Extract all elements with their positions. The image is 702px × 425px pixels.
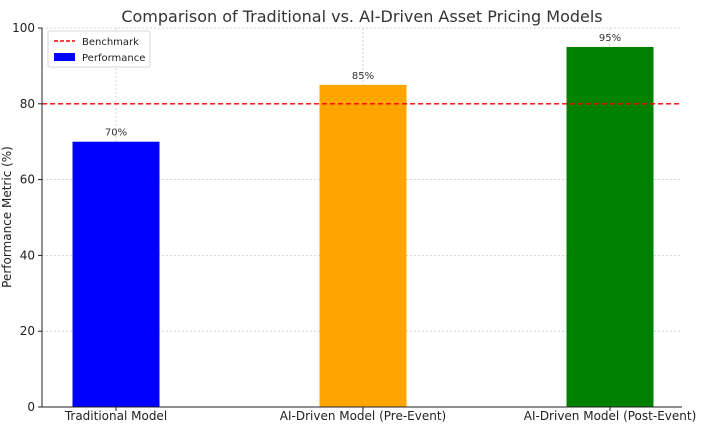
bar [566,46,654,407]
labels-group: 70% Traditional Model 85% AI-Driven Model (… [12,21,696,423]
legend-swatch-patch [54,53,75,61]
y-axis-label: Performance Metric (%) [0,146,14,288]
bar-value-label: 85% [352,71,374,82]
y-tick-label: 0 [27,400,35,414]
bar [72,141,160,407]
y-tick-label: 100 [12,21,35,35]
x-tick-label: AI-Driven Model (Pre-Event) [280,409,446,423]
chart-title: Comparison of Traditional vs. AI-Driven … [121,7,602,26]
y-tick-label: 20 [20,324,35,338]
bars-group [72,46,654,407]
legend-label: Performance [82,53,145,64]
y-tick-label: 60 [20,173,35,187]
axes-group [38,27,682,411]
bar-value-label: 70% [105,128,127,139]
legend-label: Benchmark [82,37,139,48]
x-tick-label: Traditional Model [64,409,167,423]
bar-value-label: 95% [599,33,621,44]
legend: Benchmark Performance [47,30,151,68]
bar [319,84,407,407]
x-tick-label: AI-Driven Model (Post-Event) [524,409,697,423]
y-tick-label: 80 [20,97,35,111]
y-tick-label: 40 [20,248,35,262]
